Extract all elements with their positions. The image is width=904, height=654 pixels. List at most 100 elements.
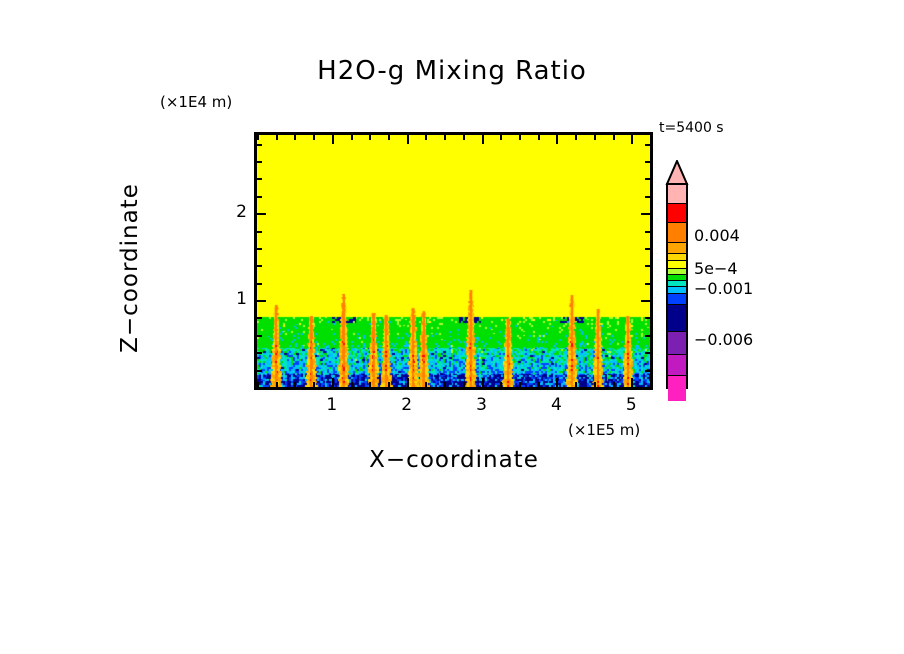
y-tick-right: [645, 196, 650, 198]
x-tick-top: [613, 135, 615, 140]
x-tick: [519, 382, 521, 387]
x-tick-top: [575, 135, 577, 140]
x-tick-label: 1: [326, 395, 338, 415]
y-tick: [257, 161, 262, 163]
colorbar-arrow-icon: [665, 160, 689, 185]
x-tick: [294, 382, 296, 387]
x-tick-top: [631, 135, 633, 144]
x-tick-top: [351, 135, 353, 140]
colorbar-band: [668, 222, 686, 242]
colorbar-band: [668, 203, 686, 223]
y-tick: [257, 370, 262, 372]
x-tick-label: 4: [551, 395, 562, 415]
y-tick-label: 1: [236, 289, 247, 310]
x-tick-label: 5: [625, 395, 637, 415]
y-tick-right: [645, 265, 650, 267]
y-tick-right: [645, 178, 650, 180]
x-tick-top: [294, 135, 296, 140]
x-tick-top: [650, 135, 652, 140]
x-tick: [594, 382, 596, 387]
x-axis-unit-label: (×1E5 m): [568, 421, 641, 439]
x-tick-top: [482, 135, 484, 144]
y-tick: [257, 335, 262, 337]
x-tick-top: [407, 135, 409, 144]
x-axis-title: X−coordinate: [369, 447, 539, 473]
colorbar-band: [668, 267, 686, 274]
x-tick: [500, 382, 502, 387]
x-tick: [257, 382, 259, 387]
colorbar-band: [668, 375, 686, 401]
x-tick: [556, 378, 558, 387]
y-tick-label: 2: [236, 202, 247, 223]
x-tick-top: [369, 135, 371, 140]
plot-axes-frame: [254, 132, 653, 390]
x-tick-top: [519, 135, 521, 140]
x-tick: [369, 382, 371, 387]
heatmap-canvas: [257, 135, 650, 387]
x-tick: [276, 382, 278, 387]
x-tick-top: [444, 135, 446, 140]
x-tick: [407, 378, 409, 387]
y-tick: [257, 300, 266, 302]
y-tick-right: [641, 213, 650, 215]
y-tick: [257, 317, 262, 319]
colorbar-tick-label: −0.001: [694, 279, 754, 298]
colorbar: [666, 183, 688, 401]
heatmap-field: [257, 135, 650, 387]
y-tick: [257, 265, 262, 267]
x-tick: [482, 378, 484, 387]
x-tick: [538, 382, 540, 387]
y-tick: [257, 283, 262, 285]
x-tick-top: [538, 135, 540, 140]
y-axis-title: Z−coordinate: [117, 183, 143, 353]
colorbar-band: [668, 292, 686, 304]
x-tick: [575, 382, 577, 387]
x-tick: [631, 378, 633, 387]
colorbar-band: [668, 252, 686, 261]
x-tick: [444, 382, 446, 387]
y-tick: [257, 387, 262, 389]
y-tick-right: [645, 370, 650, 372]
y-tick-right: [645, 231, 650, 233]
x-tick: [650, 382, 652, 387]
y-tick: [257, 196, 262, 198]
x-tick: [313, 382, 315, 387]
colorbar-band: [668, 354, 686, 376]
x-tick-top: [257, 135, 259, 140]
y-tick: [257, 144, 262, 146]
colorbar-band: [668, 185, 686, 204]
y-tick: [257, 231, 262, 233]
y-tick: [257, 178, 262, 180]
x-tick-top: [332, 135, 334, 144]
y-tick: [257, 213, 266, 215]
colorbar-band: [668, 241, 686, 253]
y-tick-right: [645, 387, 650, 389]
y-tick: [257, 248, 262, 250]
x-tick-label: 2: [401, 395, 413, 415]
x-tick-top: [500, 135, 502, 140]
x-tick-top: [463, 135, 465, 140]
x-tick: [613, 382, 615, 387]
y-tick: [257, 352, 262, 354]
x-tick-top: [425, 135, 427, 140]
x-tick-top: [556, 135, 558, 144]
y-tick-right: [645, 352, 650, 354]
colorbar-band: [668, 273, 686, 281]
x-tick-label: 3: [476, 395, 487, 415]
colorbar-band: [668, 280, 686, 287]
y-tick-right: [645, 317, 650, 319]
x-tick: [332, 378, 334, 387]
y-tick-right: [645, 283, 650, 285]
x-tick-top: [313, 135, 315, 140]
x-tick-top: [594, 135, 596, 140]
x-tick: [388, 382, 390, 387]
colorbar-band: [668, 303, 686, 331]
x-tick-top: [276, 135, 278, 140]
colorbar-band: [668, 260, 686, 268]
y-tick-right: [641, 300, 650, 302]
y-tick-right: [645, 144, 650, 146]
y-tick-right: [645, 248, 650, 250]
time-annotation: t=5400 s: [659, 120, 724, 136]
page-title: H2O-g Mixing Ratio: [317, 56, 587, 86]
y-tick-right: [645, 161, 650, 163]
